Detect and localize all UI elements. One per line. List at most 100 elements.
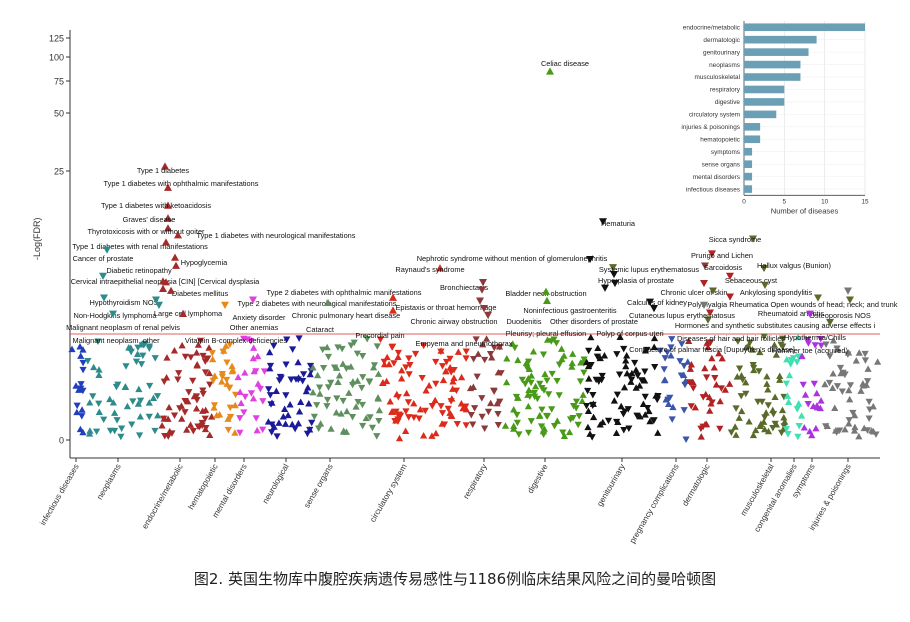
background-point [811, 342, 819, 349]
background-point [654, 429, 662, 436]
background-point [838, 388, 846, 395]
background-point [342, 428, 351, 435]
inset-bar [744, 85, 785, 94]
background-point [524, 358, 533, 366]
background-point [162, 374, 171, 381]
background-point [756, 422, 764, 429]
background-point [110, 409, 119, 416]
background-point [317, 420, 325, 427]
background-point [604, 417, 613, 425]
background-point [795, 400, 803, 407]
labeled-point [826, 318, 834, 327]
background-point [493, 399, 501, 407]
background-point [240, 409, 248, 416]
background-point [358, 384, 366, 392]
background-point [580, 356, 588, 363]
background-point [543, 336, 552, 343]
background-point [174, 376, 182, 383]
inset-bar [744, 110, 777, 119]
background-point [833, 345, 841, 352]
background-point [183, 426, 191, 433]
background-point [844, 349, 853, 356]
background-point [305, 400, 313, 407]
point-label: Hypothermia/Chills [784, 333, 846, 342]
background-point [650, 334, 659, 342]
background-point [133, 350, 142, 357]
point-label: Hyperplasia of prostate [598, 276, 674, 285]
background-point [641, 377, 649, 384]
background-point [286, 400, 294, 408]
background-point [383, 377, 391, 385]
background-point [778, 406, 787, 414]
background-point [689, 378, 697, 386]
background-point [359, 352, 367, 360]
background-point [122, 363, 130, 370]
background-point [685, 337, 693, 345]
inset-tick-label: 0 [742, 198, 746, 205]
background-point [576, 378, 585, 385]
background-point [616, 333, 624, 341]
background-point [444, 405, 452, 413]
background-point [302, 387, 310, 395]
x-category-label: hematopoietic [186, 463, 219, 512]
background-point [487, 399, 495, 407]
background-point [410, 399, 418, 407]
background-point [833, 383, 842, 390]
background-point [761, 414, 769, 421]
background-point [780, 413, 788, 421]
y-tick-label: 100 [49, 53, 64, 63]
labeled-point [610, 270, 618, 279]
background-point [139, 352, 147, 360]
background-point [756, 348, 764, 356]
background-point [617, 402, 625, 410]
background-point [494, 411, 502, 418]
background-point [521, 380, 529, 388]
background-point [178, 341, 186, 349]
point-label: Ankylosing spondylitis [740, 288, 813, 297]
x-category-label: congenital anomalies [752, 463, 798, 534]
background-point [450, 374, 458, 381]
background-point [153, 393, 162, 400]
background-point [587, 333, 595, 341]
background-point [664, 400, 673, 408]
background-point [846, 382, 855, 389]
background-point [315, 384, 324, 391]
background-point [651, 363, 659, 371]
background-point [836, 427, 844, 434]
background-point [643, 405, 652, 412]
x-category-label: neoplasms [95, 463, 123, 502]
labeled-point [846, 296, 854, 304]
labeled-point [171, 253, 179, 261]
background-point [850, 427, 859, 434]
background-point [462, 422, 470, 429]
background-point [558, 355, 566, 363]
labeled-point [650, 305, 658, 313]
background-point [687, 403, 695, 410]
background-point [825, 379, 834, 387]
background-point [366, 414, 374, 421]
background-point [530, 389, 538, 397]
background-point [522, 359, 530, 367]
background-point [795, 423, 803, 430]
background-point [439, 376, 448, 384]
background-point [270, 342, 278, 350]
background-point [254, 380, 262, 387]
background-point [300, 371, 308, 378]
point-label: Other anemias [230, 323, 279, 332]
x-category-label: respiratory [462, 462, 490, 501]
background-point [845, 386, 853, 394]
background-point [537, 423, 546, 430]
background-point [783, 355, 791, 363]
background-point [782, 426, 791, 433]
background-point [598, 372, 606, 380]
inset-category-label: hematopoietic [700, 136, 741, 143]
background-point [250, 344, 258, 351]
background-point [587, 361, 595, 369]
background-point [95, 366, 103, 373]
background-point [760, 333, 768, 340]
background-point [798, 412, 806, 419]
background-point [266, 392, 274, 399]
background-point [222, 376, 231, 384]
labeled-point [806, 310, 814, 318]
background-point [511, 344, 519, 352]
